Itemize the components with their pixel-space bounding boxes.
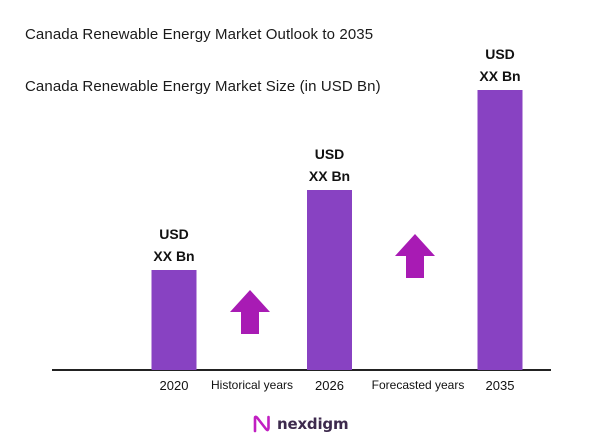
brand-logo: nexdigm bbox=[251, 412, 349, 436]
x-tick-label: 2020 bbox=[160, 378, 189, 393]
x-tick-label: 2026 bbox=[315, 378, 344, 393]
up-arrow-icon bbox=[230, 290, 270, 334]
period-label: Forecasted years bbox=[372, 378, 465, 392]
nexdigm-logo-icon bbox=[253, 415, 270, 433]
bar-value-label: XX Bn bbox=[479, 68, 520, 84]
bar-2020 bbox=[151, 270, 197, 370]
bar-value-label: XX Bn bbox=[153, 248, 194, 264]
period-label: Historical years bbox=[211, 378, 293, 392]
chart-title: Canada Renewable Energy Market Outlook t… bbox=[25, 26, 374, 43]
chart-subtitle: Canada Renewable Energy Market Size (in … bbox=[25, 78, 381, 95]
x-tick-label: 2035 bbox=[486, 378, 515, 393]
bar-2035 bbox=[477, 90, 523, 370]
bar-value-label: USD bbox=[485, 46, 515, 62]
bar-value-label: XX Bn bbox=[309, 168, 350, 184]
bar-value-label: USD bbox=[159, 226, 189, 242]
up-arrow-icon bbox=[395, 234, 435, 278]
bar-2026 bbox=[307, 190, 352, 370]
bar-value-label: USD bbox=[315, 146, 345, 162]
brand-name: nexdigm bbox=[277, 415, 349, 433]
